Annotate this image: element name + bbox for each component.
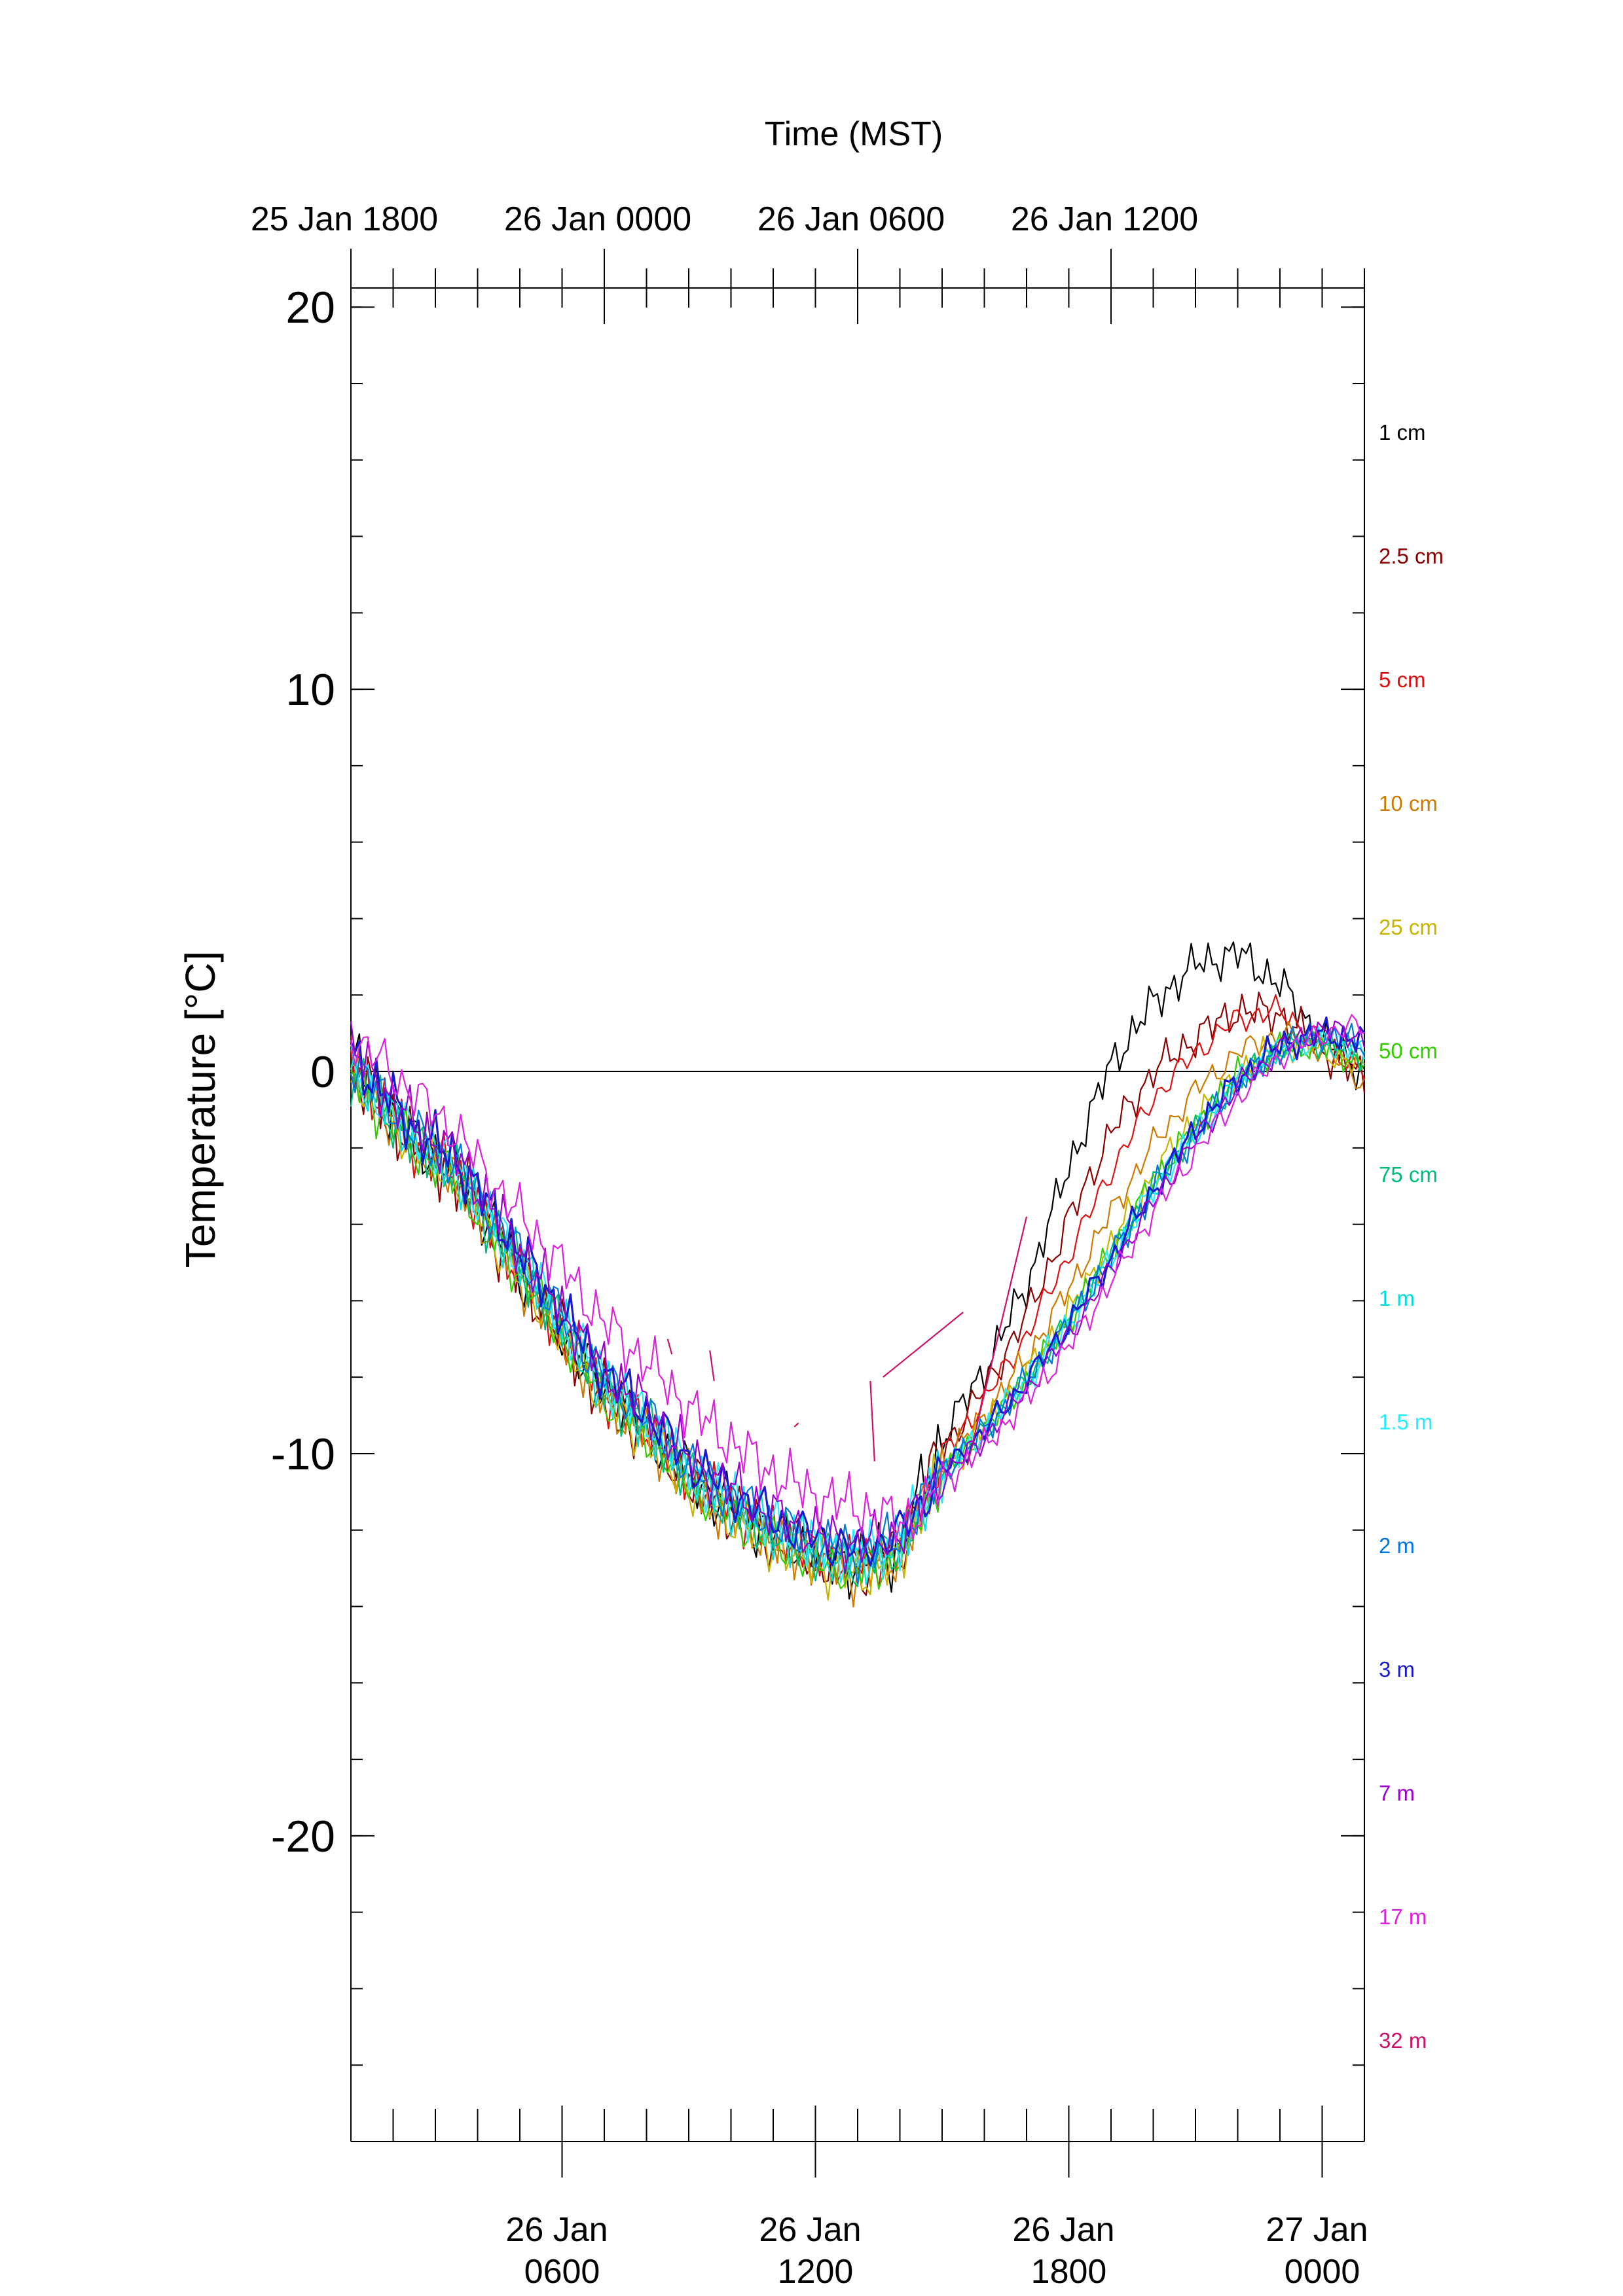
- series-line-25-cm: [350, 1032, 1365, 1601]
- top-tick-label: 26 Jan 0600: [757, 200, 945, 238]
- series-line-7-m: [350, 1020, 1366, 1575]
- series-line-75-cm: [350, 1030, 1366, 1587]
- top-tick-label: 25 Jan 1800: [251, 200, 438, 238]
- series-line-17-m: [350, 1014, 1365, 1544]
- y-axis-label: Temperature [°C]: [177, 951, 224, 1268]
- series-line-2-5-cm: [350, 992, 1366, 1596]
- top-tick-label: 26 Jan 1200: [1011, 200, 1198, 238]
- bottom-tick-label-line1: 26 Jan: [1012, 2211, 1114, 2249]
- series-segment-32-m: [883, 1312, 964, 1378]
- series-segment-32-m: [966, 1216, 1028, 1465]
- legend-entry: 1.5 m: [1379, 1410, 1433, 1434]
- series-segment-32-m: [709, 1350, 715, 1382]
- plot-area: [350, 941, 1366, 1608]
- bottom-tick-label-line2: 0000: [1285, 2253, 1360, 2291]
- legend-entry: 25 cm: [1379, 915, 1438, 939]
- bottom-tick-label-line1: 27 Jan: [1266, 2211, 1368, 2249]
- top-axis-title: Time (MST): [765, 115, 943, 153]
- series-line-50-cm: [350, 1031, 1365, 1590]
- legend-entry: 7 m: [1379, 1781, 1415, 1805]
- bottom-tick-label-line2: 1800: [1031, 2253, 1107, 2291]
- legend-entry: 17 m: [1379, 1905, 1427, 1929]
- legend-entry: 50 cm: [1379, 1039, 1438, 1063]
- y-tick-label: -10: [271, 1429, 335, 1479]
- legend: 1 cm 2.5 cm 5 cm 10 cm 25 cm 50 cm 75 cm 1 m 1.5…: [1379, 420, 1444, 2053]
- y-tick-label: 20: [285, 283, 335, 332]
- bottom-tick-label-line1: 26 Jan: [505, 2211, 608, 2249]
- series-segment-32-m: [793, 1422, 799, 1427]
- bottom-tick-label-line1: 26 Jan: [759, 2211, 861, 2249]
- series-segment-32-m: [869, 1380, 875, 1462]
- y-tick-label: 0: [310, 1047, 335, 1097]
- legend-entry: 1 m: [1379, 1286, 1415, 1310]
- legend-entry: 32 m: [1379, 2028, 1427, 2053]
- series-line-1-m: [350, 1028, 1365, 1586]
- series-line-5-cm: [350, 994, 1366, 1589]
- legend-entry: 5 cm: [1379, 668, 1426, 692]
- legend-entry: 2 m: [1379, 1534, 1415, 1558]
- bottom-tick-label-line2: 1200: [778, 2253, 854, 2291]
- legend-entry: 75 cm: [1379, 1162, 1438, 1187]
- series-line-2-m: [350, 1022, 1365, 1585]
- bottom-tick-label-line2: 0600: [524, 2253, 600, 2291]
- series-line-3-m: [350, 1016, 1366, 1567]
- legend-entry: 2.5 cm: [1379, 544, 1444, 568]
- legend-entry: 3 m: [1379, 1657, 1415, 1681]
- series-segment-32-m: [666, 1338, 673, 1355]
- y-tick-label: 10: [285, 665, 335, 715]
- series-line-10-cm: [350, 1020, 1365, 1608]
- top-tick-label: 26 Jan 0000: [504, 200, 691, 238]
- legend-entry: 1 cm: [1379, 420, 1426, 444]
- y-tick-label: -20: [271, 1812, 335, 1861]
- legend-entry: 10 cm: [1379, 791, 1438, 816]
- axes: 25 Jan 1800 26 Jan 0000 26 Jan 0600 26 Jan …: [251, 200, 1368, 2291]
